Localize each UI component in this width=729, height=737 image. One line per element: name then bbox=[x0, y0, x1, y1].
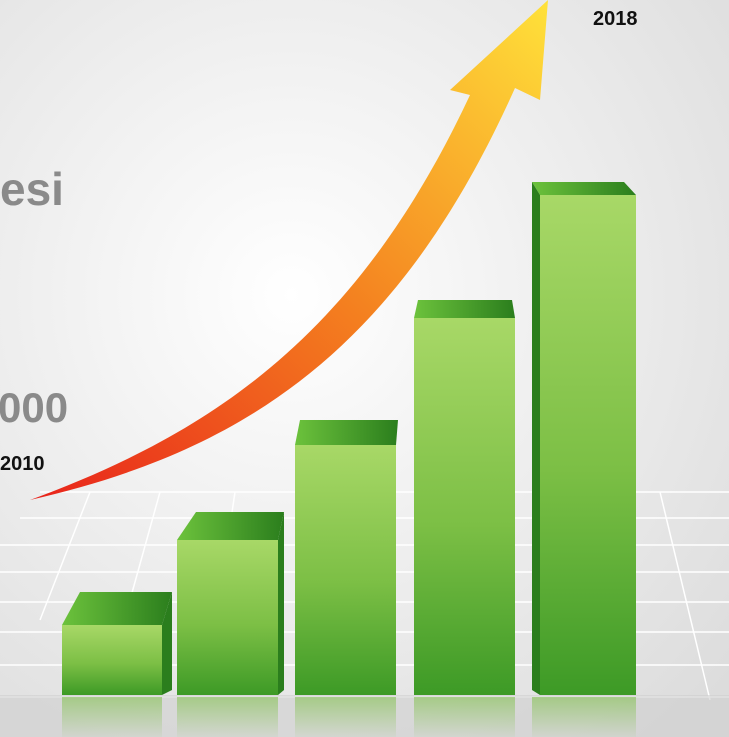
heading-fragment: esi bbox=[0, 163, 64, 215]
value-fragment: 000 bbox=[0, 384, 68, 431]
bar bbox=[295, 420, 398, 737]
start-year: 2010 bbox=[0, 453, 45, 475]
end-year: 2018 bbox=[593, 8, 638, 30]
bars bbox=[62, 182, 636, 737]
bar bbox=[62, 592, 172, 737]
growth-arrow bbox=[30, 0, 548, 500]
bar bbox=[177, 512, 284, 737]
bar bbox=[414, 300, 515, 737]
bar bbox=[532, 182, 636, 737]
